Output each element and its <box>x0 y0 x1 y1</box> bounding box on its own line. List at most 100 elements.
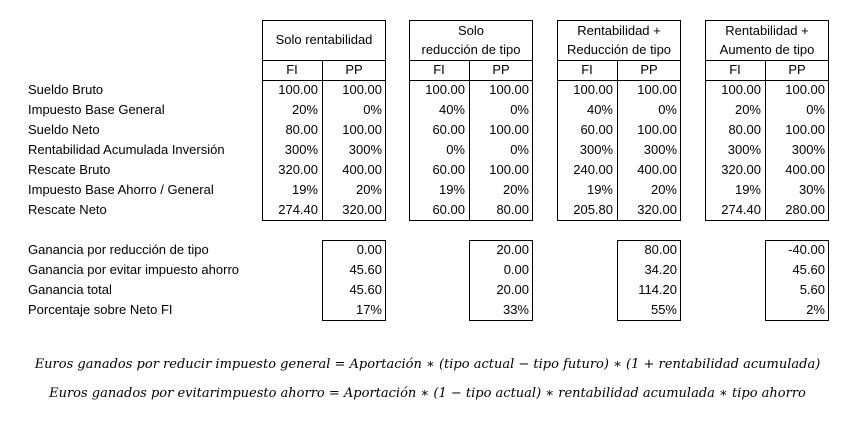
subheader-divider <box>409 80 533 81</box>
summary-label: Porcentaje sobre Neto FI <box>28 302 173 317</box>
cell-fi: 100.00 <box>425 82 465 97</box>
summary-cell: 0.00 <box>503 262 529 277</box>
cell-fi: 60.00 <box>432 122 465 137</box>
cell-fi: 60.00 <box>580 122 613 137</box>
cell-fi: 60.00 <box>432 202 465 217</box>
summary-cell: 20.00 <box>496 282 529 297</box>
cell-fi: 274.40 <box>721 202 761 217</box>
column-header-pp: PP <box>640 62 658 77</box>
cell-fi: 100.00 <box>721 82 761 97</box>
summary-cell: 5.60 <box>799 282 825 297</box>
column-divider <box>617 60 618 220</box>
cell-fi: 300% <box>284 142 318 157</box>
cell-pp: 400.00 <box>342 162 382 177</box>
column-header-fi: FI <box>729 62 741 77</box>
cell-pp: 100.00 <box>489 122 529 137</box>
summary-label: Ganancia total <box>28 282 112 297</box>
cell-pp: 320.00 <box>342 202 382 217</box>
cell-fi: 80.00 <box>285 122 318 137</box>
subheader-divider <box>262 80 386 81</box>
cell-fi: 80.00 <box>728 122 761 137</box>
column-header-fi: FI <box>286 62 298 77</box>
cell-fi: 40% <box>586 102 613 117</box>
group-box <box>705 20 829 221</box>
row-label: Sueldo Bruto <box>28 82 104 97</box>
row-label: Sueldo Neto <box>28 122 100 137</box>
cell-pp: 400.00 <box>785 162 825 177</box>
column-divider <box>322 60 323 220</box>
cell-fi: 19% <box>734 182 761 197</box>
column-header-pp: PP <box>492 62 510 77</box>
summary-cell: 55% <box>650 302 677 317</box>
summary-cell: 45.60 <box>792 262 825 277</box>
summary-cell: 45.60 <box>349 262 382 277</box>
group-box <box>262 20 386 221</box>
summary-cell: 0.00 <box>356 242 382 257</box>
cell-pp: 30% <box>798 182 825 197</box>
cell-pp: 300% <box>348 142 382 157</box>
column-header-pp: PP <box>345 62 363 77</box>
group-header: Rentabilidad + <box>725 23 809 38</box>
summary-cell: 20.00 <box>496 242 529 257</box>
row-label: Rescate Bruto <box>28 162 111 177</box>
cell-pp: 100.00 <box>342 122 382 137</box>
column-header-pp: PP <box>788 62 806 77</box>
cell-pp: 100.00 <box>489 162 529 177</box>
summary-cell: 17% <box>355 302 382 317</box>
summary-cell: 33% <box>502 302 529 317</box>
column-divider <box>469 60 470 220</box>
summary-cell: 34.20 <box>644 262 677 277</box>
cell-fi: 20% <box>734 102 761 117</box>
header-divider <box>409 60 533 61</box>
cell-fi: 19% <box>586 182 613 197</box>
cell-fi: 100.00 <box>278 82 318 97</box>
cell-pp: 0% <box>658 102 677 117</box>
cell-fi: 274.40 <box>278 202 318 217</box>
cell-fi: 300% <box>727 142 761 157</box>
cell-pp: 100.00 <box>342 82 382 97</box>
cell-pp: 100.00 <box>489 82 529 97</box>
cell-pp: 0% <box>806 102 825 117</box>
column-header-fi: FI <box>581 62 593 77</box>
group-box <box>409 20 533 221</box>
group-header: Solo <box>457 23 485 38</box>
summary-cell: 45.60 <box>349 282 382 297</box>
cell-pp: 20% <box>355 182 382 197</box>
cell-pp: 0% <box>510 102 529 117</box>
group-header: Aumento de tipo <box>719 42 815 57</box>
row-label: Impuesto Base General <box>28 102 165 117</box>
cell-pp: 400.00 <box>637 162 677 177</box>
group-header: Reducción de tipo <box>566 42 672 57</box>
cell-pp: 0% <box>363 102 382 117</box>
cell-pp: 100.00 <box>637 122 677 137</box>
cell-pp: 20% <box>502 182 529 197</box>
summary-cell: 80.00 <box>644 242 677 257</box>
cell-fi: 60.00 <box>432 162 465 177</box>
cell-fi: 205.80 <box>573 202 613 217</box>
summary-box <box>469 240 533 321</box>
cell-pp: 20% <box>650 182 677 197</box>
formula-ahorro: Euros ganados por evitarimpuesto ahorro … <box>49 386 806 401</box>
group-header: reducción de tipo <box>421 42 521 57</box>
cell-fi: 20% <box>291 102 318 117</box>
header-divider <box>705 60 829 61</box>
group-header: Rentabilidad + <box>577 23 661 38</box>
summary-box <box>617 240 681 321</box>
cell-fi: 300% <box>579 142 613 157</box>
row-label: Impuesto Base Ahorro / General <box>28 182 214 197</box>
cell-pp: 80.00 <box>496 202 529 217</box>
group-header: Solo rentabilidad <box>275 32 373 47</box>
cell-fi: 320.00 <box>721 162 761 177</box>
cell-fi: 240.00 <box>573 162 613 177</box>
column-divider <box>765 60 766 220</box>
cell-fi: 19% <box>291 182 318 197</box>
cell-pp: 300% <box>791 142 825 157</box>
summary-cell: 114.20 <box>638 282 677 297</box>
summary-cell: 2% <box>806 302 825 317</box>
cell-pp: 320.00 <box>637 202 677 217</box>
cell-fi: 0% <box>446 142 465 157</box>
cell-pp: 280.00 <box>785 202 825 217</box>
subheader-divider <box>705 80 829 81</box>
cell-fi: 320.00 <box>278 162 318 177</box>
subheader-divider <box>557 80 681 81</box>
